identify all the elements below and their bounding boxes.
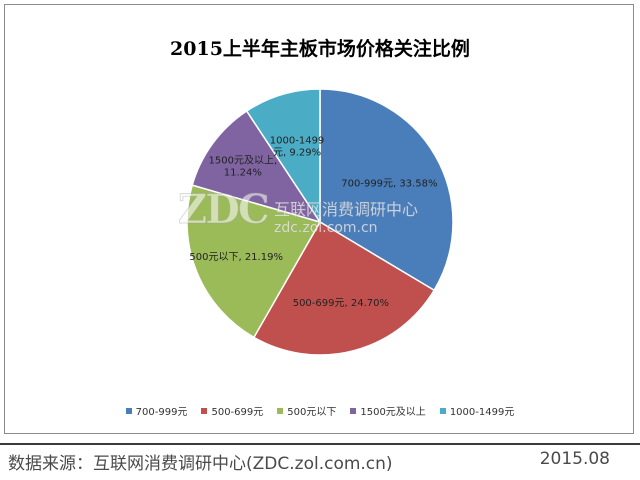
chart-legend: 700-999元 500-699元 500元以下 1500元及以上 1000-1499元 bbox=[0, 403, 640, 418]
pie-slices bbox=[186, 88, 454, 356]
pie-slice-4 bbox=[245, 88, 321, 225]
pie-data-label-4: 1000-1499 元, 9.29% bbox=[270, 136, 325, 159]
legend-swatch-0 bbox=[125, 407, 132, 414]
pie-data-label-0: 700-999元, 33.58% bbox=[341, 179, 437, 190]
chart-title: 2015上半年主板市场价格关注比例 bbox=[170, 38, 470, 60]
pie-slice-1 bbox=[252, 220, 436, 356]
legend-item-0: 700-999元 bbox=[125, 403, 188, 418]
legend-item-2: 500元以下 bbox=[277, 403, 336, 418]
legend-label-0: 700-999元 bbox=[135, 407, 188, 418]
pie-data-label-1: 500-699元, 24.70% bbox=[293, 298, 389, 309]
pie-slice-3 bbox=[191, 109, 322, 224]
pie-slice-0 bbox=[319, 88, 454, 292]
pie-data-label-2: 500元以下, 21.19% bbox=[189, 252, 283, 263]
legend-item-3: 1500元及以上 bbox=[350, 403, 426, 418]
legend-swatch-2 bbox=[277, 407, 284, 414]
pie-slice-2 bbox=[186, 184, 322, 339]
pie-data-label-3: 1500元及以上, 11.24% bbox=[209, 154, 278, 178]
legend-label-2: 500元以下 bbox=[287, 407, 337, 418]
legend-item-1: 500-699元 bbox=[201, 403, 263, 418]
legend-label-3: 1500元及以上 bbox=[360, 407, 426, 418]
footer-source: 数据来源：互联网消费调研中心(ZDC.zol.com.cn) bbox=[8, 454, 393, 474]
legend-label-4: 1000-1499元 bbox=[449, 407, 515, 418]
legend-label-1: 500-699元 bbox=[211, 407, 264, 418]
legend-swatch-4 bbox=[439, 407, 446, 414]
footer-date: 2015.08 bbox=[539, 449, 610, 469]
legend-item-4: 1000-1499元 bbox=[439, 403, 515, 418]
pie-data-labels: 700-999元, 33.58% 500-699元, 24.70% 500元以下, … bbox=[189, 136, 437, 309]
legend-swatch-1 bbox=[201, 407, 208, 414]
legend-swatch-3 bbox=[350, 407, 357, 414]
footer-divider bbox=[0, 443, 640, 445]
